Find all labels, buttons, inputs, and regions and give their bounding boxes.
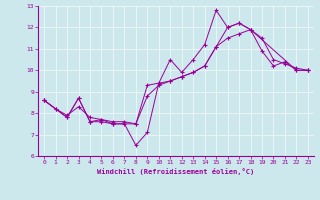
X-axis label: Windchill (Refroidissement éolien,°C): Windchill (Refroidissement éolien,°C) bbox=[97, 168, 255, 175]
